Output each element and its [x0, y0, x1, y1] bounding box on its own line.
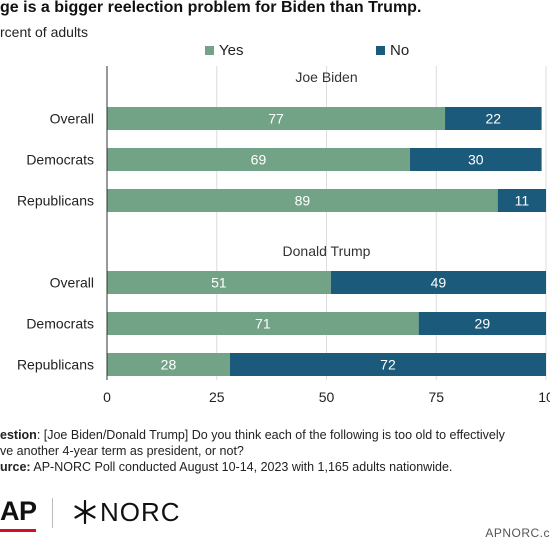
- bar-segment-no: [497, 189, 546, 212]
- bar-segment-yes: [107, 271, 331, 294]
- x-tick-label: 0: [103, 389, 111, 405]
- ap-logo: AP: [0, 496, 37, 526]
- question-note: estion: [Joe Biden/Donald Trump] Do you …: [0, 427, 550, 443]
- source-label: urce:: [0, 460, 31, 474]
- data-label: 30: [468, 152, 484, 168]
- data-label: 49: [431, 275, 447, 291]
- data-label: 51: [211, 275, 227, 291]
- legend-item-yes: Yes: [205, 42, 243, 59]
- bar-segment-yes: [107, 312, 419, 335]
- x-tick-label: 25: [209, 389, 225, 405]
- chart-subtitle: rcent of adults: [0, 24, 88, 40]
- bar-segment-no: [409, 148, 542, 171]
- x-tick-label: 50: [319, 389, 335, 405]
- legend-label-no: No: [390, 42, 410, 59]
- bar-segment-yes: [107, 148, 410, 171]
- legend-label-yes: Yes: [219, 42, 244, 59]
- data-label: 22: [486, 111, 502, 127]
- footnote: estion: [Joe Biden/Donald Trump] Do you …: [0, 427, 550, 475]
- bar-segment-yes: [107, 189, 498, 212]
- data-label: 69: [251, 152, 267, 168]
- question-text-line1: : [Joe Biden/Donald Trump] Do you think …: [36, 428, 505, 442]
- logo-divider: [52, 498, 53, 528]
- source-text: AP-NORC Poll conducted August 10-14, 202…: [30, 460, 453, 474]
- data-label: 72: [380, 357, 396, 373]
- star-icon: [74, 499, 96, 525]
- category-label: Overall: [50, 111, 94, 127]
- category-label: Democrats: [26, 316, 94, 332]
- question-text-line2: ve another 4-year term as president, or …: [0, 444, 244, 458]
- chart-title: ge is a bigger reelection problem for Bi…: [0, 0, 422, 16]
- category-label: Republicans: [17, 193, 94, 209]
- site-url: APNORC.c: [485, 526, 550, 540]
- x-tick-label: 10: [538, 389, 550, 405]
- ap-logo-underline: [0, 529, 36, 532]
- legend-item-no: No: [376, 42, 409, 59]
- source-note: urce: AP-NORC Poll conducted August 10-1…: [0, 459, 550, 475]
- data-label: 89: [295, 193, 311, 209]
- bar-segment-no: [445, 107, 542, 130]
- norc-logo: NORC: [72, 497, 181, 527]
- bar-segment-no: [330, 271, 546, 294]
- category-label: Overall: [50, 275, 94, 291]
- norc-wordmark: NORC: [100, 497, 181, 527]
- stacked-bar-chart: 0 25 50 75 10 Joe Biden Overall 77 22 Democrats 69…: [17, 66, 550, 405]
- category-label: Democrats: [26, 152, 94, 168]
- category-label: Republicans: [17, 357, 94, 373]
- bar-segment-yes: [107, 353, 230, 376]
- data-label: 29: [475, 316, 491, 332]
- data-label: 77: [268, 111, 284, 127]
- bar-segment-no: [418, 312, 546, 335]
- question-label: estion: [0, 428, 37, 442]
- bar-segment-no: [229, 353, 547, 376]
- data-label: 11: [515, 193, 530, 209]
- legend-swatch-yes: [205, 46, 214, 55]
- legend-swatch-no: [376, 46, 385, 55]
- group-title: Joe Biden: [295, 69, 357, 85]
- x-tick-label: 75: [428, 389, 444, 405]
- bar-segment-yes: [107, 107, 446, 130]
- group-title: Donald Trump: [283, 243, 371, 259]
- data-label: 71: [255, 316, 271, 332]
- data-label: 28: [161, 357, 177, 373]
